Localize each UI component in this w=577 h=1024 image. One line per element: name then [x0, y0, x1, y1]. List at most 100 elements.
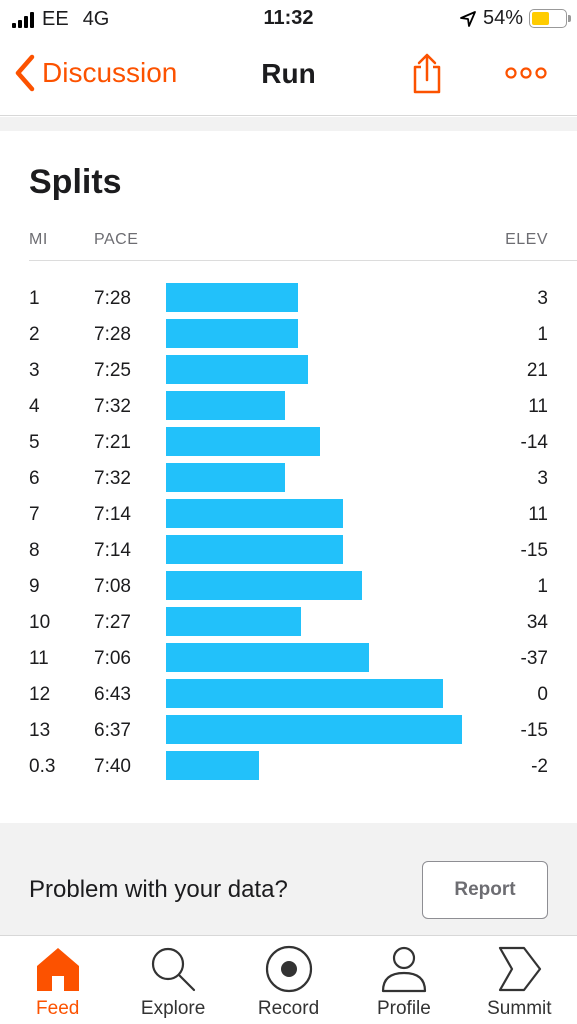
chevron-left-icon — [15, 54, 35, 92]
split-pace: 6:37 — [94, 720, 131, 741]
tab-label: Profile — [376, 998, 431, 1019]
back-label: Discussion — [42, 57, 178, 88]
split-elevation: -2 — [531, 756, 548, 777]
summit-icon — [499, 946, 542, 992]
split-row: 7 7:14 11 — [0, 497, 577, 533]
split-mile: 9 — [29, 576, 40, 597]
pace-bar — [166, 643, 369, 672]
split-elevation: 21 — [526, 360, 548, 381]
split-elevation: 3 — [537, 468, 548, 489]
split-mile: 0.3 — [29, 756, 56, 777]
pace-bar — [166, 607, 301, 636]
status-right: 54% — [459, 7, 571, 30]
tab-bar: Feed Explore Record Profile Summit — [0, 935, 577, 1024]
split-elevation: 1 — [537, 324, 548, 345]
tab-label: Explore — [140, 998, 206, 1019]
more-options-icon[interactable] — [504, 66, 548, 80]
tab-label: Record — [257, 998, 320, 1019]
split-pace: 7:25 — [94, 360, 131, 381]
split-row: 13 6:37 -15 — [0, 713, 577, 749]
pace-bar — [166, 355, 308, 384]
status-time: 11:32 — [263, 7, 314, 29]
pace-bar — [166, 535, 343, 564]
column-header-pace: PACE — [94, 231, 139, 248]
search-icon — [152, 947, 196, 992]
split-mile: 1 — [29, 288, 40, 309]
split-pace: 7:14 — [94, 504, 131, 525]
location-arrow-icon — [460, 10, 476, 27]
splits-title: Splits — [29, 163, 122, 201]
pace-bar — [166, 571, 362, 600]
split-row: 1 7:28 3 — [0, 281, 577, 317]
home-icon — [36, 948, 79, 991]
split-row: 11 7:06 -37 — [0, 641, 577, 677]
report-button[interactable]: Report — [422, 861, 548, 919]
splits-card: Splits MI PACE ELEV 1 7:28 3 2 7:28 1 3 7:25 21 4… — [0, 131, 577, 823]
split-pace: 7:27 — [94, 612, 131, 633]
split-mile: 2 — [29, 324, 40, 345]
split-elevation: 11 — [528, 504, 548, 525]
tab-feed[interactable]: Feed — [0, 936, 115, 1024]
page-title: Run — [261, 58, 316, 89]
tab-profile[interactable]: Profile — [346, 936, 461, 1024]
column-header-mi: MI — [29, 231, 48, 248]
pace-bar — [166, 679, 443, 708]
split-pace: 7:08 — [94, 576, 131, 597]
section-separator — [0, 117, 577, 131]
tab-record[interactable]: Record — [231, 936, 346, 1024]
pace-bar — [166, 319, 298, 348]
split-pace: 6:43 — [94, 684, 131, 705]
battery-percent: 54% — [482, 7, 523, 29]
tab-label: Summit — [487, 998, 552, 1019]
split-elevation: -37 — [520, 648, 548, 669]
split-elevation: 1 — [537, 576, 548, 597]
pace-bar — [166, 391, 285, 420]
split-elevation: -14 — [520, 432, 548, 453]
split-mile: 11 — [29, 648, 49, 669]
pace-bar — [166, 499, 343, 528]
split-row: 2 7:28 1 — [0, 317, 577, 353]
split-mile: 4 — [29, 396, 40, 417]
split-mile: 3 — [29, 360, 40, 381]
split-mile: 8 — [29, 540, 40, 561]
split-mile: 13 — [29, 720, 51, 741]
share-icon[interactable] — [410, 52, 444, 94]
split-pace: 7:28 — [94, 288, 131, 309]
split-elevation: -15 — [520, 720, 548, 741]
split-row: 3 7:25 21 — [0, 353, 577, 389]
profile-icon — [381, 946, 427, 993]
split-row: 6 7:32 3 — [0, 461, 577, 497]
split-pace: 7:06 — [94, 648, 131, 669]
split-mile: 6 — [29, 468, 40, 489]
tab-summit[interactable]: Summit — [462, 936, 577, 1024]
battery-icon — [529, 9, 571, 28]
pace-bar — [166, 463, 285, 492]
split-row: 0.3 7:40 -2 — [0, 749, 577, 785]
split-row: 10 7:27 34 — [0, 605, 577, 641]
split-row: 9 7:08 1 — [0, 569, 577, 605]
split-row: 8 7:14 -15 — [0, 533, 577, 569]
split-elevation: -15 — [520, 540, 548, 561]
carrier-label: EE — [42, 8, 69, 30]
split-pace: 7:28 — [94, 324, 131, 345]
back-button[interactable]: Discussion — [14, 54, 177, 92]
problem-section: Problem with your data? Report — [0, 823, 577, 935]
record-icon — [265, 945, 312, 993]
split-pace: 7:14 — [94, 540, 131, 561]
tab-explore[interactable]: Explore — [115, 936, 230, 1024]
split-pace: 7:32 — [94, 396, 131, 417]
status-left: EE 4G — [12, 8, 109, 31]
pace-bar — [166, 715, 462, 744]
split-pace: 7:21 — [94, 432, 131, 453]
split-mile: 10 — [29, 612, 51, 633]
pace-bar — [166, 283, 298, 312]
split-row: 12 6:43 0 — [0, 677, 577, 713]
nav-bar: Discussion Run — [0, 38, 577, 116]
splits-list: 1 7:28 3 2 7:28 1 3 7:25 21 4 7:32 11 5 7:21 -14 6 7:32 3… — [0, 281, 577, 785]
split-mile: 7 — [29, 504, 40, 525]
split-elevation: 11 — [528, 396, 548, 417]
split-row: 4 7:32 11 — [0, 389, 577, 425]
header-divider — [29, 260, 577, 261]
split-row: 5 7:21 -14 — [0, 425, 577, 461]
status-bar: EE 4G 11:32 54% — [0, 0, 577, 38]
